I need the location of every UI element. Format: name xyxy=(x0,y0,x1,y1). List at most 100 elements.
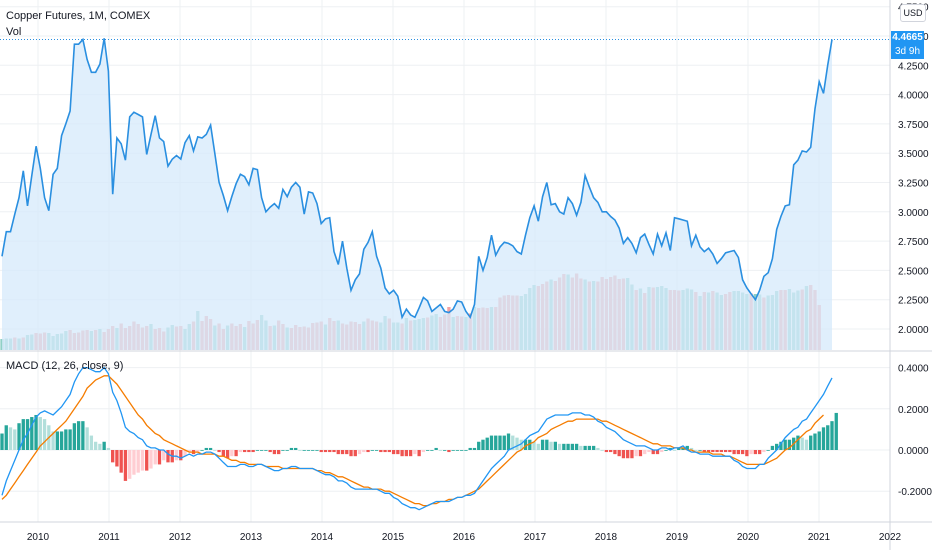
macd-histogram-bar xyxy=(753,450,758,455)
macd-histogram-bar xyxy=(800,437,804,450)
macd-histogram-bar xyxy=(379,450,383,453)
macd-histogram-bar xyxy=(434,447,438,450)
macd-histogram-bar xyxy=(745,450,749,457)
macd-histogram-bar xyxy=(672,450,677,451)
macd-label[interactable]: MACD (12, 26, close, 9) xyxy=(6,360,124,372)
macd-histogram-bar xyxy=(128,450,132,479)
macd-histogram-bar xyxy=(425,450,430,451)
macd-histogram-bar xyxy=(183,450,187,457)
macd-histogram-bar xyxy=(123,450,128,481)
macd-histogram-bar xyxy=(587,445,592,450)
macd-histogram-bar xyxy=(532,441,536,450)
macd-histogram-bar xyxy=(689,447,694,450)
macd-axis-tick: 0.2000 xyxy=(898,405,929,416)
macd-histogram-bar xyxy=(630,450,634,459)
macd-histogram-bar xyxy=(64,429,68,450)
macd-histogram-bar xyxy=(626,450,630,459)
macd-histogram-bar xyxy=(277,450,281,455)
countdown-badge: 3d 9h xyxy=(891,45,924,59)
macd-line xyxy=(1,366,833,511)
macd-histogram-bar xyxy=(719,450,723,453)
macd-histogram-bar xyxy=(498,435,502,450)
macd-histogram-bar xyxy=(408,450,413,457)
macd-histogram-bar xyxy=(145,450,149,471)
macd-histogram-bar xyxy=(157,450,162,465)
macd-histogram-bar xyxy=(566,443,570,450)
macd-histogram-bar xyxy=(481,439,485,450)
macd-histogram-bar xyxy=(162,450,166,461)
macd-histogram-bar xyxy=(362,450,366,453)
macd-histogram-bar xyxy=(702,450,706,453)
macd-histogram-bar xyxy=(30,417,34,450)
macd-histogram-bar xyxy=(383,450,387,453)
macd-histogram-bar xyxy=(613,450,617,455)
macd-histogram-bar xyxy=(809,435,813,450)
macd-histogram-bar xyxy=(634,450,638,457)
price-line xyxy=(1,37,833,320)
macd-histogram-bar xyxy=(757,450,762,455)
macd-histogram-bar xyxy=(600,450,604,451)
macd-histogram-bar xyxy=(353,450,357,457)
price-axis-tick: 4.2500 xyxy=(898,61,929,72)
macd-histogram-bar xyxy=(387,450,391,453)
macd-histogram-bar xyxy=(332,450,336,453)
macd-histogram-bar xyxy=(528,439,532,450)
macd-histogram-bar xyxy=(621,450,626,459)
macd-histogram-bar xyxy=(323,450,328,453)
macd-histogram-bar xyxy=(289,447,294,450)
macd-histogram-bar xyxy=(647,450,651,453)
macd-histogram-bar xyxy=(38,417,42,450)
macd-histogram-bar xyxy=(259,450,264,451)
price-axis-tick: 3.2500 xyxy=(898,179,929,190)
macd-histogram-bar xyxy=(247,450,251,453)
macd-histogram-bar xyxy=(51,431,55,450)
macd-histogram-bar xyxy=(660,450,664,453)
macd-histogram-bar xyxy=(655,450,660,455)
x-axis-tick: 2018 xyxy=(595,532,618,543)
macd-histogram-bar xyxy=(311,450,315,451)
macd-histogram-bar xyxy=(0,433,4,450)
macd-histogram-bar xyxy=(132,450,136,475)
macd-histogram-bar xyxy=(515,437,519,450)
macd-histogram-bar xyxy=(404,450,409,457)
macd-histogram-bar xyxy=(294,447,298,450)
macd-histogram-bar xyxy=(213,450,217,451)
macd-histogram-bar xyxy=(651,450,655,455)
macd-histogram-bar xyxy=(451,450,455,451)
macd-histogram-bar xyxy=(221,450,225,457)
macd-histogram-bar xyxy=(400,450,404,457)
price-axis-tick: 2.7500 xyxy=(898,237,929,248)
macd-histogram-bar xyxy=(775,443,779,450)
macd-histogram-bar xyxy=(417,450,421,457)
macd-histogram-bar xyxy=(732,450,736,455)
macd-histogram-bar xyxy=(596,447,600,450)
price-axis-tick: 3.7500 xyxy=(898,120,929,131)
macd-histogram-bar xyxy=(255,450,260,451)
macd-histogram-bar xyxy=(617,450,621,457)
x-axis-tick: 2012 xyxy=(169,532,192,543)
macd-histogram-bar xyxy=(72,423,77,450)
price-axis-tick: 2.0000 xyxy=(898,325,929,336)
macd-histogram-bar xyxy=(579,445,583,450)
macd-histogram-bar xyxy=(264,450,268,451)
macd-histogram-bar xyxy=(430,450,434,451)
macd-histogram-bar xyxy=(42,419,47,450)
macd-histogram-bar xyxy=(115,450,119,467)
currency-button[interactable]: USD xyxy=(900,4,926,22)
macd-histogram-bar xyxy=(770,445,775,450)
macd-histogram-bar xyxy=(519,439,523,450)
macd-histogram-bar xyxy=(17,423,21,450)
macd-histogram-bar xyxy=(21,419,25,450)
macd-histogram-bar xyxy=(204,447,208,450)
macd-histogram-bar xyxy=(553,441,557,450)
macd-histogram-bar xyxy=(677,447,681,450)
price-axis-tick: 3.0000 xyxy=(898,208,929,219)
x-axis-tick: 2019 xyxy=(666,532,689,543)
macd-histogram-bar xyxy=(740,450,745,455)
macd-histogram-bar xyxy=(485,437,489,450)
macd-histogram-bar xyxy=(715,450,719,453)
macd-histogram-bar xyxy=(694,450,698,451)
volume-label[interactable]: Vol xyxy=(6,26,22,38)
macd-histogram-bar xyxy=(455,450,460,451)
